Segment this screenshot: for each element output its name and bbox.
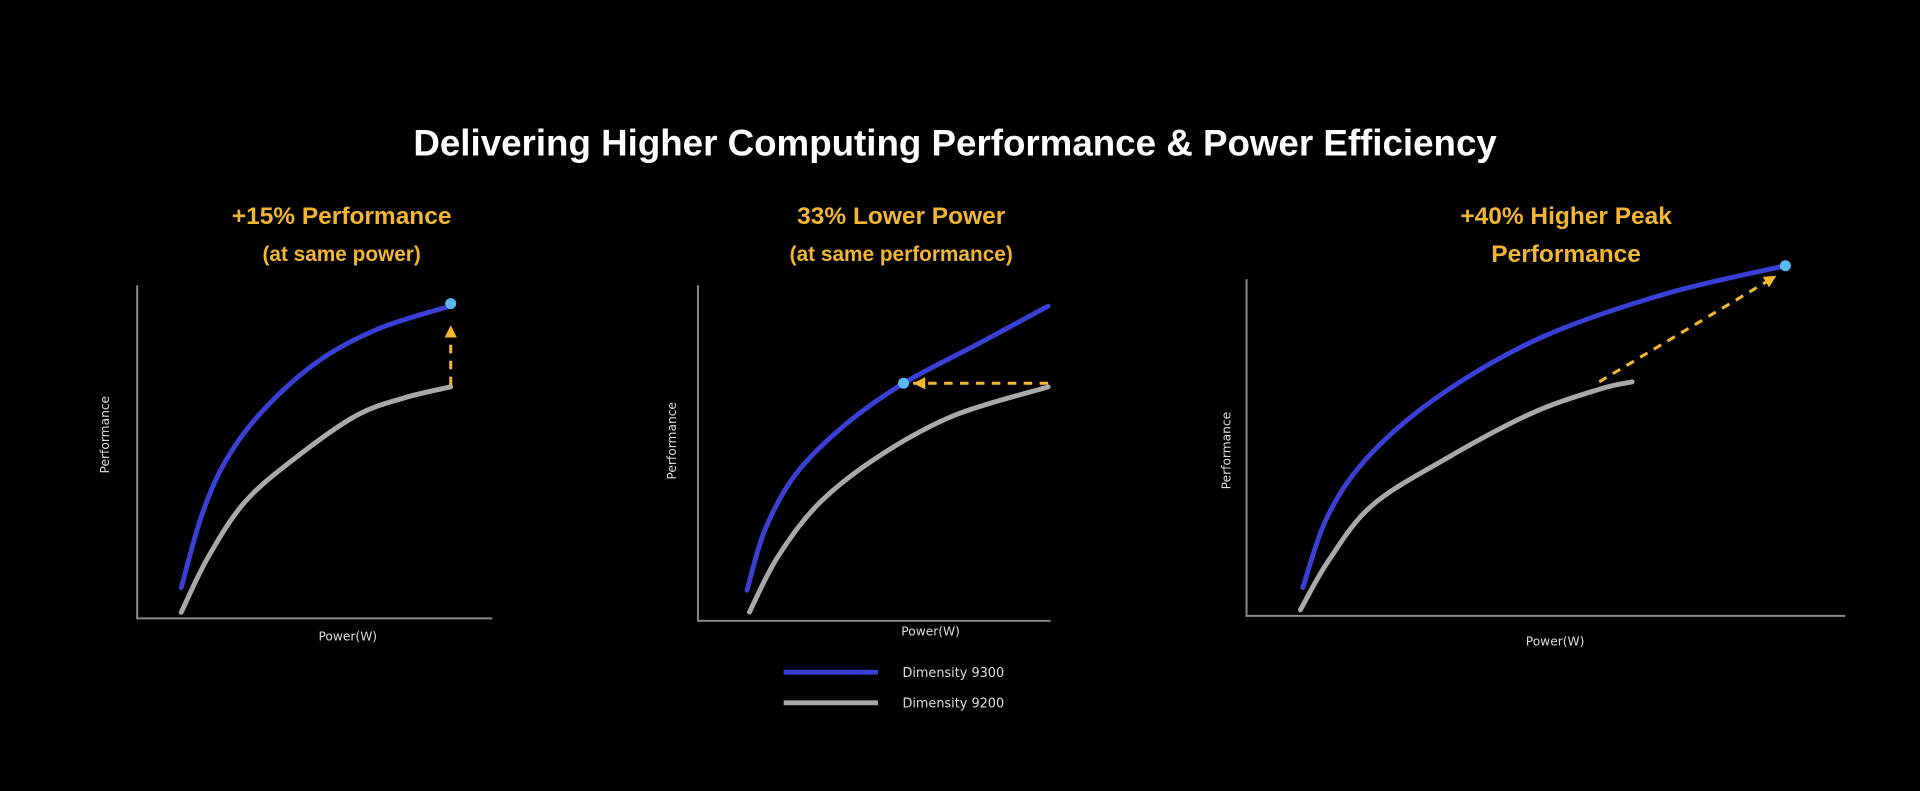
chart-2-subtitle: (at same performance) [790, 243, 1013, 266]
chart-2-ylabel: Performance [665, 402, 679, 480]
chart-2-highlight-point [898, 377, 910, 389]
chart-1-subtitle: (at same power) [262, 243, 420, 266]
slide-title: Delivering Higher Computing Performance … [413, 123, 1497, 164]
chart-1-line-dimensity-9300 [178, 303, 454, 591]
chart-1-xlabel: Power(W) [318, 629, 377, 643]
chart-1-highlight-point [445, 298, 457, 310]
chart-2-arrowhead-icon [913, 377, 926, 390]
chart-3-arrow-line [1598, 274, 1778, 384]
chart-3-axes [1245, 279, 1846, 617]
chart-2-title: 33% Lower Power [797, 203, 1006, 230]
legend-label-dimensity-9300: Dimensity 9300 [902, 666, 1004, 681]
legend-label-dimensity-9200: Dimensity 9200 [902, 697, 1004, 712]
chart-3-arrowhead-icon [1762, 275, 1777, 288]
chart-2-axes [696, 285, 1051, 622]
chart-1-ylabel: Performance [98, 396, 112, 474]
chart-2-xlabel: Power(W) [901, 624, 960, 638]
chart-1-arrowhead-icon [444, 325, 457, 338]
chart-3-highlight-point [1779, 260, 1791, 272]
chart-1-line-dimensity-9200 [178, 384, 454, 615]
chart-1-axes [136, 285, 493, 620]
chart-3-line-dimensity-9200 [1297, 379, 1635, 613]
chart-2-line-dimensity-9200 [747, 384, 1051, 615]
chart-2-line-dimensity-9300 [744, 303, 1051, 593]
chart-1-title: +15% Performance [232, 203, 452, 230]
chart-3-xlabel: Power(W) [1526, 634, 1585, 648]
chart-3-title: +40% Higher Peak [1460, 203, 1672, 230]
chart-3-subtitle: Performance [1491, 241, 1641, 268]
chart-3-ylabel: Performance [1220, 412, 1234, 490]
chart-3-line-dimensity-9300 [1300, 263, 1788, 591]
